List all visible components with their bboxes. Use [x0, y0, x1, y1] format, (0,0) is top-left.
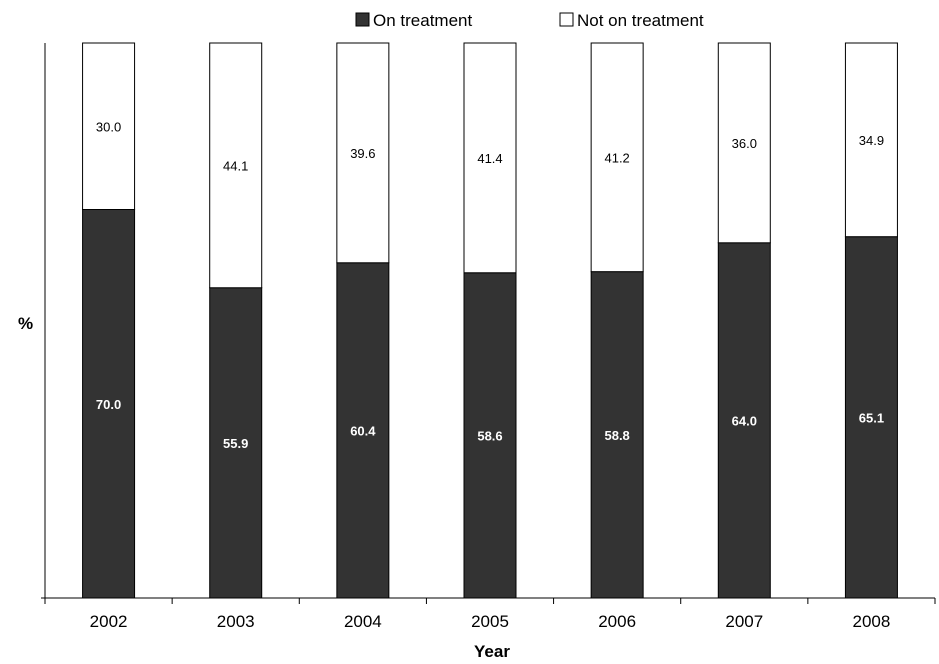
- data-label-not-on-treatment-2004: 39.6: [350, 146, 375, 161]
- data-label-not-on-treatment-2008: 34.9: [859, 133, 884, 148]
- legend-label-not-on-treatment: Not on treatment: [577, 11, 704, 30]
- bar-not-on-treatment-2004: [336, 42, 390, 264]
- bar-not-on-treatment-2007: [717, 42, 771, 244]
- bar-not-on-treatment-2008: [844, 42, 898, 238]
- bar-not-on-treatment-2005: [463, 42, 517, 274]
- legend-label-on-treatment: On treatment: [373, 11, 472, 30]
- data-label-on-treatment-2003: 55.9: [223, 436, 248, 451]
- x-tick-label-2002: 2002: [90, 612, 128, 631]
- bar-not-on-treatment-2006: [590, 42, 644, 273]
- legend-swatch-not-on-treatment: [559, 12, 574, 27]
- bar-on-treatment-2002: [82, 209, 136, 599]
- x-tick-label-2008: 2008: [853, 612, 891, 631]
- x-tick-label-2004: 2004: [344, 612, 382, 631]
- data-label-not-on-treatment-2005: 41.4: [477, 151, 502, 166]
- data-label-on-treatment-2004: 60.4: [350, 423, 376, 438]
- x-tick-label-2003: 2003: [217, 612, 255, 631]
- data-label-not-on-treatment-2002: 30.0: [96, 119, 121, 134]
- data-label-on-treatment-2006: 58.8: [604, 428, 629, 443]
- bar-on-treatment-2008: [844, 236, 898, 599]
- bar-on-treatment-2007: [717, 242, 771, 599]
- data-label-not-on-treatment-2003: 44.1: [223, 158, 248, 173]
- data-label-on-treatment-2008: 65.1: [859, 410, 884, 425]
- bars-group: 70.0 30.0 55.9 44.1 60.4 39.6 58.6 41.4 58.8 41.2…: [82, 42, 898, 599]
- bar-not-on-treatment-2003: [209, 42, 263, 289]
- bar-not-on-treatment-2002: [82, 42, 136, 210]
- x-tick-label-2007: 2007: [725, 612, 763, 631]
- legend-swatch-on-treatment: [355, 12, 370, 27]
- x-tick-label-2006: 2006: [598, 612, 636, 631]
- data-label-on-treatment-2007: 64.0: [732, 413, 757, 428]
- axes-group: 2002 2003 2004 2005 2006 2007 2008: [41, 43, 936, 631]
- x-tick-label-2005: 2005: [471, 612, 509, 631]
- data-label-on-treatment-2005: 58.6: [477, 428, 502, 443]
- legend: On treatment Not on treatment: [355, 11, 704, 30]
- data-label-on-treatment-2002: 70.0: [96, 397, 121, 412]
- bar-on-treatment-2004: [336, 262, 390, 599]
- data-label-not-on-treatment-2007: 36.0: [732, 136, 757, 151]
- data-label-not-on-treatment-2006: 41.2: [604, 150, 629, 165]
- x-axis-title: Year: [474, 642, 510, 661]
- y-axis-title: %: [18, 314, 33, 333]
